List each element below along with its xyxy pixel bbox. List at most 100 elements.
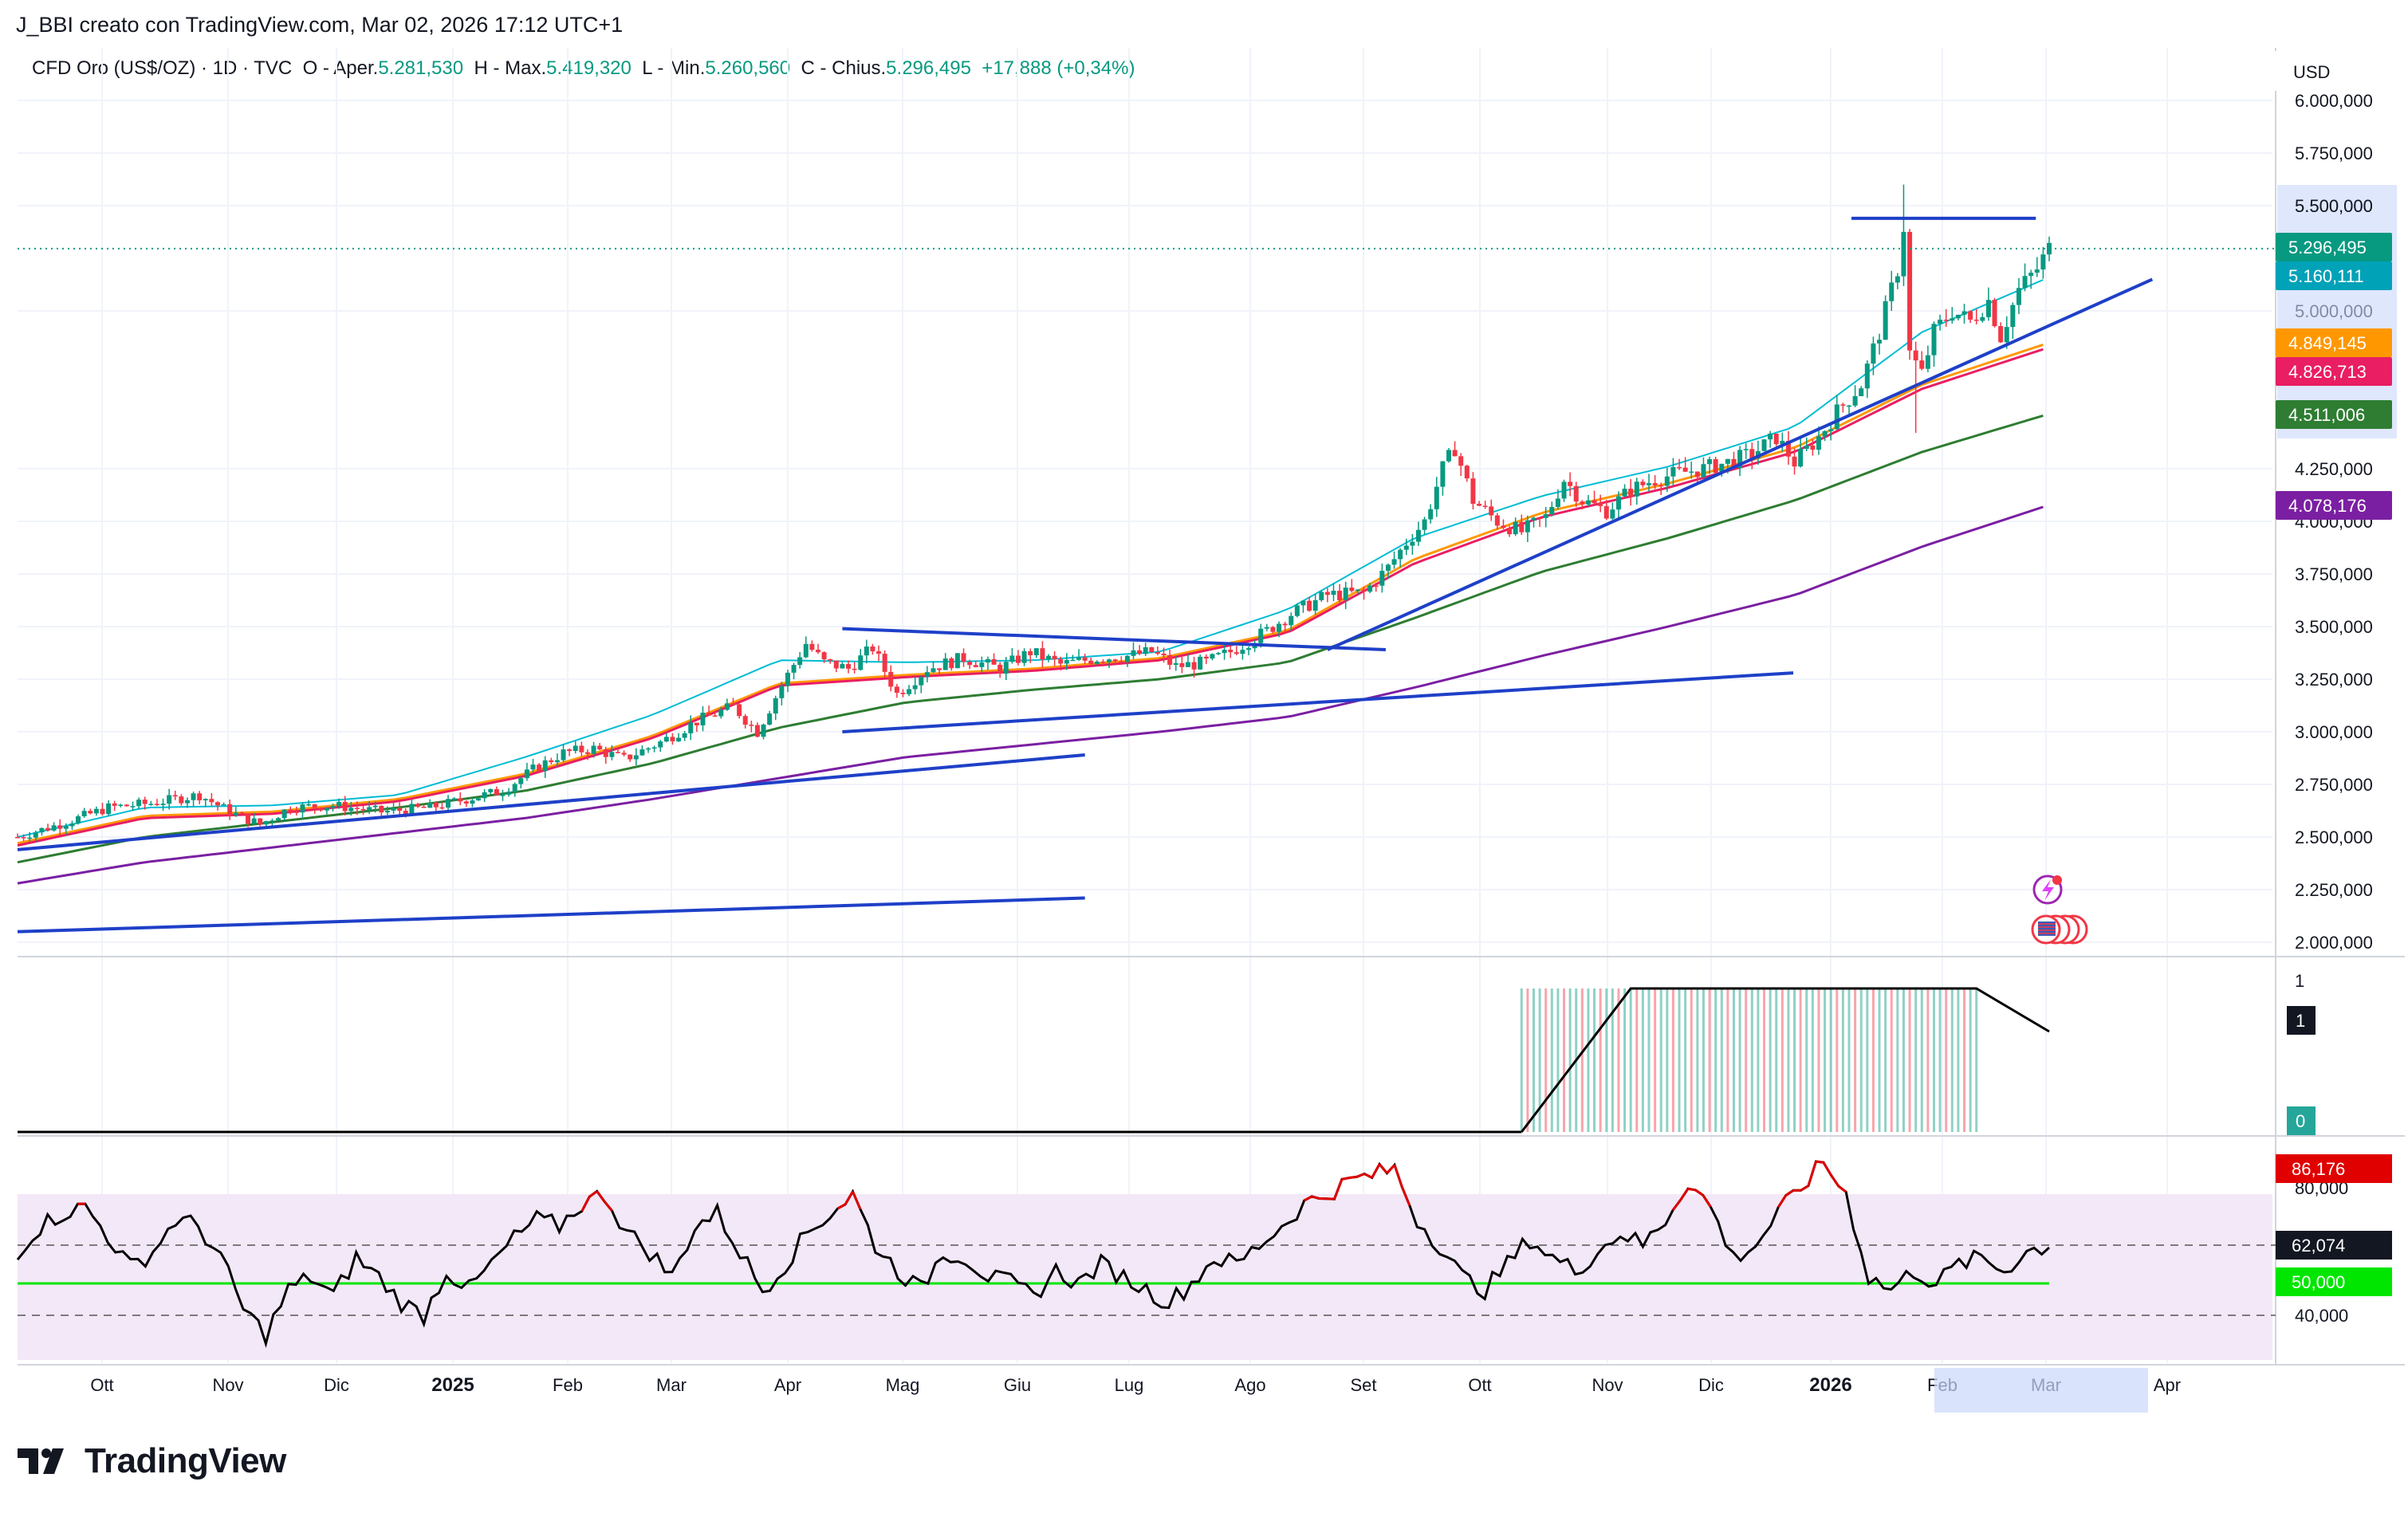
candle-body xyxy=(1021,650,1027,663)
candle-body xyxy=(45,827,51,831)
rsi-overbought-segment xyxy=(1363,1173,1373,1179)
candle-body xyxy=(1210,654,1215,659)
candle-body xyxy=(1852,395,1858,406)
candle-body xyxy=(160,804,166,805)
candle-body xyxy=(803,643,809,658)
candle-body xyxy=(1610,509,1615,519)
time-axis-tick: Set xyxy=(1350,1375,1376,1395)
candle-body xyxy=(276,818,281,821)
axes: 2.000,000 2.250,000 2.500,000 2.750,000 3.00… xyxy=(90,91,2397,1413)
rsi-overbought-segment xyxy=(1777,1194,1787,1208)
candle-body xyxy=(112,803,117,806)
candle-body xyxy=(2022,276,2028,289)
candle-body xyxy=(1549,506,1555,515)
candle-body xyxy=(270,820,275,822)
candle-body xyxy=(954,653,960,669)
candle-body xyxy=(561,749,566,760)
candle-body xyxy=(1319,591,1324,600)
rsi-badge-label: 86,176 xyxy=(2292,1159,2345,1179)
candle-body xyxy=(621,753,627,755)
candle-body xyxy=(354,808,360,809)
currency-button-label[interactable]: USD xyxy=(2293,62,2330,82)
candle-body xyxy=(1670,466,1676,477)
price-badge-label: 4.849,145 xyxy=(2288,333,2367,353)
candle-body xyxy=(470,800,475,804)
symbol-label[interactable]: CFD Oro (US$/OZ) · 1D · TVC xyxy=(32,57,293,79)
candle-body xyxy=(833,660,839,669)
candle-body xyxy=(1585,500,1591,505)
time-axis-tick: Lug xyxy=(1115,1375,1144,1395)
rsi-overbought-segment xyxy=(603,1201,613,1212)
candle-body xyxy=(1925,355,1930,369)
candle-body xyxy=(530,764,536,770)
candle-body xyxy=(615,752,620,753)
candle-body xyxy=(93,808,99,814)
candle-body xyxy=(1003,662,1009,674)
candle-body xyxy=(1647,483,1652,485)
candle-body xyxy=(658,741,663,748)
rsi-overbought-segment xyxy=(1393,1164,1403,1188)
rsi-overbought-segment xyxy=(1830,1174,1840,1187)
candle-body xyxy=(1568,481,1573,486)
candle-body xyxy=(1428,509,1434,520)
price-badge xyxy=(2276,233,2392,261)
candle-body xyxy=(1531,517,1536,521)
candle-body xyxy=(694,722,699,725)
currency-button-bg[interactable] xyxy=(2274,51,2394,91)
candle-body xyxy=(524,769,529,779)
price-badge xyxy=(2276,400,2392,429)
ohlc-legend: CFD Oro (US$/OZ) · 1D · TVC O - Aper.5.2… xyxy=(32,57,1135,80)
time-axis-tick: 2025 xyxy=(431,1374,474,1396)
time-axis-tick: Apr xyxy=(774,1375,801,1395)
candle-body xyxy=(785,672,790,686)
price-badge xyxy=(2276,357,2392,386)
candle-body xyxy=(1385,564,1391,572)
candle-body xyxy=(1270,627,1276,632)
candle-body xyxy=(1955,314,1961,319)
currency-button[interactable]: USD xyxy=(2274,51,2394,91)
rsi-overbought-segment xyxy=(1341,1177,1350,1181)
candle-body xyxy=(1434,486,1439,509)
price-badge-label: 5.296,495 xyxy=(2288,238,2367,257)
candle-body xyxy=(912,685,918,690)
tradingview-brand[interactable]: TradingView xyxy=(18,1441,286,1481)
candle-body xyxy=(1980,316,1985,321)
candle-body xyxy=(312,804,317,808)
candle-body xyxy=(1367,585,1373,592)
rsi-overbought-segment xyxy=(1687,1187,1696,1192)
event-icons[interactable] xyxy=(2031,874,2088,945)
candle-body xyxy=(1816,436,1821,450)
candle-body xyxy=(979,662,985,667)
candle-body xyxy=(451,798,457,800)
candle-body xyxy=(718,709,724,717)
candle-body xyxy=(1240,650,1245,654)
candle-body xyxy=(2028,273,2034,277)
candle-body xyxy=(1737,450,1743,469)
candle-body xyxy=(676,737,682,741)
price-range-highlight xyxy=(2277,185,2397,438)
chart-grid xyxy=(18,48,2405,1366)
candle-body xyxy=(1743,449,1749,450)
candle-body xyxy=(1191,662,1197,670)
candle-body xyxy=(427,802,433,808)
candle-body xyxy=(1901,231,1906,277)
candle-body xyxy=(767,713,773,725)
candle-body xyxy=(1895,276,1900,283)
candle-body xyxy=(184,800,190,804)
candle-body xyxy=(1919,360,1925,369)
candle-body xyxy=(1847,405,1852,407)
trendlines[interactable] xyxy=(17,216,2154,933)
candle-body xyxy=(1234,652,1239,654)
candle-body xyxy=(512,784,517,792)
rsi-overbought-segment xyxy=(1816,1160,1824,1164)
candle-body xyxy=(1033,648,1039,655)
time-axis-tick: 2026 xyxy=(1809,1374,1851,1396)
candle-body xyxy=(1082,657,1088,661)
candle-body xyxy=(1458,456,1464,466)
candle-body xyxy=(1561,481,1567,499)
candle-body xyxy=(1871,343,1876,364)
candle-body xyxy=(870,646,875,652)
price-axis-tick: 3.000,000 xyxy=(2295,722,2373,742)
rsi-overbought-segment xyxy=(1784,1189,1794,1197)
